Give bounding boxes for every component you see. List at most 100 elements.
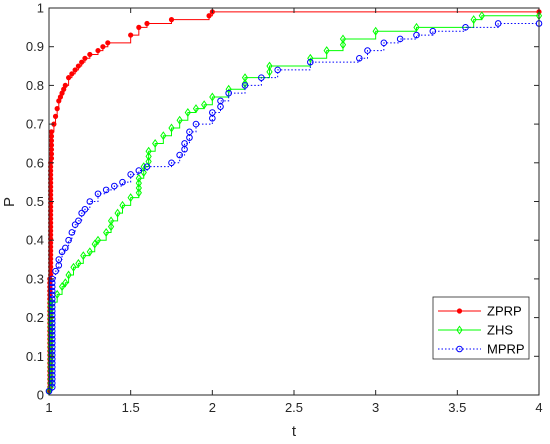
data-point bbox=[192, 120, 200, 128]
data-point bbox=[128, 32, 134, 38]
data-point bbox=[103, 227, 110, 237]
x-tick-label: 2 bbox=[209, 400, 216, 415]
legend-marker-zhs bbox=[456, 325, 463, 335]
data-point bbox=[86, 198, 94, 205]
data-point bbox=[48, 142, 55, 148]
data-point bbox=[135, 183, 142, 193]
data-point bbox=[160, 131, 167, 141]
data-point bbox=[58, 248, 66, 256]
data-point bbox=[111, 182, 118, 190]
data-point bbox=[86, 247, 93, 257]
data-point bbox=[95, 47, 101, 54]
data-point bbox=[209, 114, 216, 122]
data-point bbox=[241, 82, 249, 89]
data-point bbox=[140, 168, 147, 177]
legend-marker-zprp bbox=[456, 308, 463, 314]
data-point bbox=[145, 157, 152, 166]
data-point bbox=[119, 200, 126, 210]
x-tick-label: 1 bbox=[45, 400, 52, 415]
data-point bbox=[307, 58, 314, 66]
data-point bbox=[100, 44, 106, 50]
data-point bbox=[135, 167, 143, 174]
data-point bbox=[209, 92, 216, 102]
data-point bbox=[102, 186, 110, 194]
y-tick-label: 0.9 bbox=[26, 39, 44, 54]
data-point bbox=[145, 146, 152, 156]
y-tick-label: 0.5 bbox=[26, 194, 44, 209]
data-point bbox=[135, 178, 142, 188]
legend-label-zprp: ZPRP bbox=[487, 304, 522, 319]
data-point bbox=[107, 222, 115, 232]
y-tick-label: 0.2 bbox=[26, 310, 44, 325]
data-point bbox=[75, 63, 82, 69]
data-point bbox=[55, 262, 63, 269]
data-point bbox=[119, 178, 126, 186]
data-point bbox=[168, 159, 175, 167]
legend: ZPRP ZHS MPRP bbox=[432, 296, 530, 360]
data-point bbox=[186, 134, 193, 141]
data-point bbox=[396, 35, 404, 43]
data-point bbox=[413, 22, 420, 32]
y-tick-label: 0.3 bbox=[26, 271, 44, 286]
data-point bbox=[75, 217, 82, 225]
data-point bbox=[266, 67, 273, 77]
data-point bbox=[217, 103, 224, 110]
y-tick-label: 1 bbox=[37, 1, 44, 16]
data-point bbox=[48, 151, 55, 157]
legend-label-zhs: ZHS bbox=[487, 323, 513, 338]
data-point bbox=[364, 47, 371, 54]
data-point bbox=[241, 78, 249, 88]
y-tick-label: 0.7 bbox=[26, 117, 44, 132]
data-point bbox=[258, 74, 265, 81]
data-point bbox=[127, 193, 134, 203]
data-point bbox=[54, 289, 61, 299]
data-point bbox=[48, 138, 55, 144]
data-point bbox=[143, 163, 151, 170]
data-point bbox=[68, 229, 76, 236]
data-point bbox=[176, 115, 183, 125]
data-point bbox=[494, 20, 502, 27]
data-point bbox=[206, 13, 212, 19]
data-point bbox=[380, 39, 388, 47]
data-point bbox=[135, 173, 142, 183]
data-point bbox=[48, 155, 55, 161]
data-point bbox=[105, 40, 111, 46]
data-point bbox=[94, 190, 102, 198]
data-point bbox=[70, 262, 77, 272]
data-point bbox=[91, 239, 98, 249]
data-point bbox=[192, 104, 200, 114]
x-tick-label: 2.5 bbox=[285, 400, 303, 415]
x-tick-label: 4 bbox=[535, 400, 542, 415]
data-point bbox=[72, 67, 78, 73]
data-point bbox=[65, 270, 72, 280]
legend-marker-mprp bbox=[456, 345, 463, 353]
data-point bbox=[145, 151, 152, 161]
data-point bbox=[52, 113, 59, 119]
y-tick-label: 0.1 bbox=[26, 349, 44, 364]
data-point bbox=[307, 53, 314, 63]
data-point bbox=[225, 89, 232, 97]
data-point bbox=[58, 282, 66, 292]
data-point bbox=[69, 71, 75, 77]
data-point bbox=[87, 51, 93, 58]
data-point bbox=[75, 258, 82, 268]
data-point bbox=[339, 34, 347, 44]
data-point bbox=[144, 20, 150, 27]
data-point bbox=[429, 27, 437, 35]
data-point bbox=[274, 66, 281, 74]
data-point bbox=[201, 100, 208, 110]
data-point bbox=[323, 46, 330, 56]
data-point bbox=[79, 59, 85, 65]
y-tick-label: 0.4 bbox=[26, 233, 44, 248]
data-point bbox=[470, 15, 477, 25]
x-axis-title: t bbox=[292, 423, 297, 440]
data-point bbox=[48, 164, 54, 170]
data-point bbox=[225, 84, 232, 94]
data-point bbox=[168, 17, 175, 23]
data-point bbox=[462, 24, 469, 31]
data-point bbox=[241, 73, 249, 83]
data-point bbox=[66, 75, 72, 81]
data-point bbox=[413, 31, 420, 39]
x-tick-label: 3.5 bbox=[448, 400, 466, 415]
